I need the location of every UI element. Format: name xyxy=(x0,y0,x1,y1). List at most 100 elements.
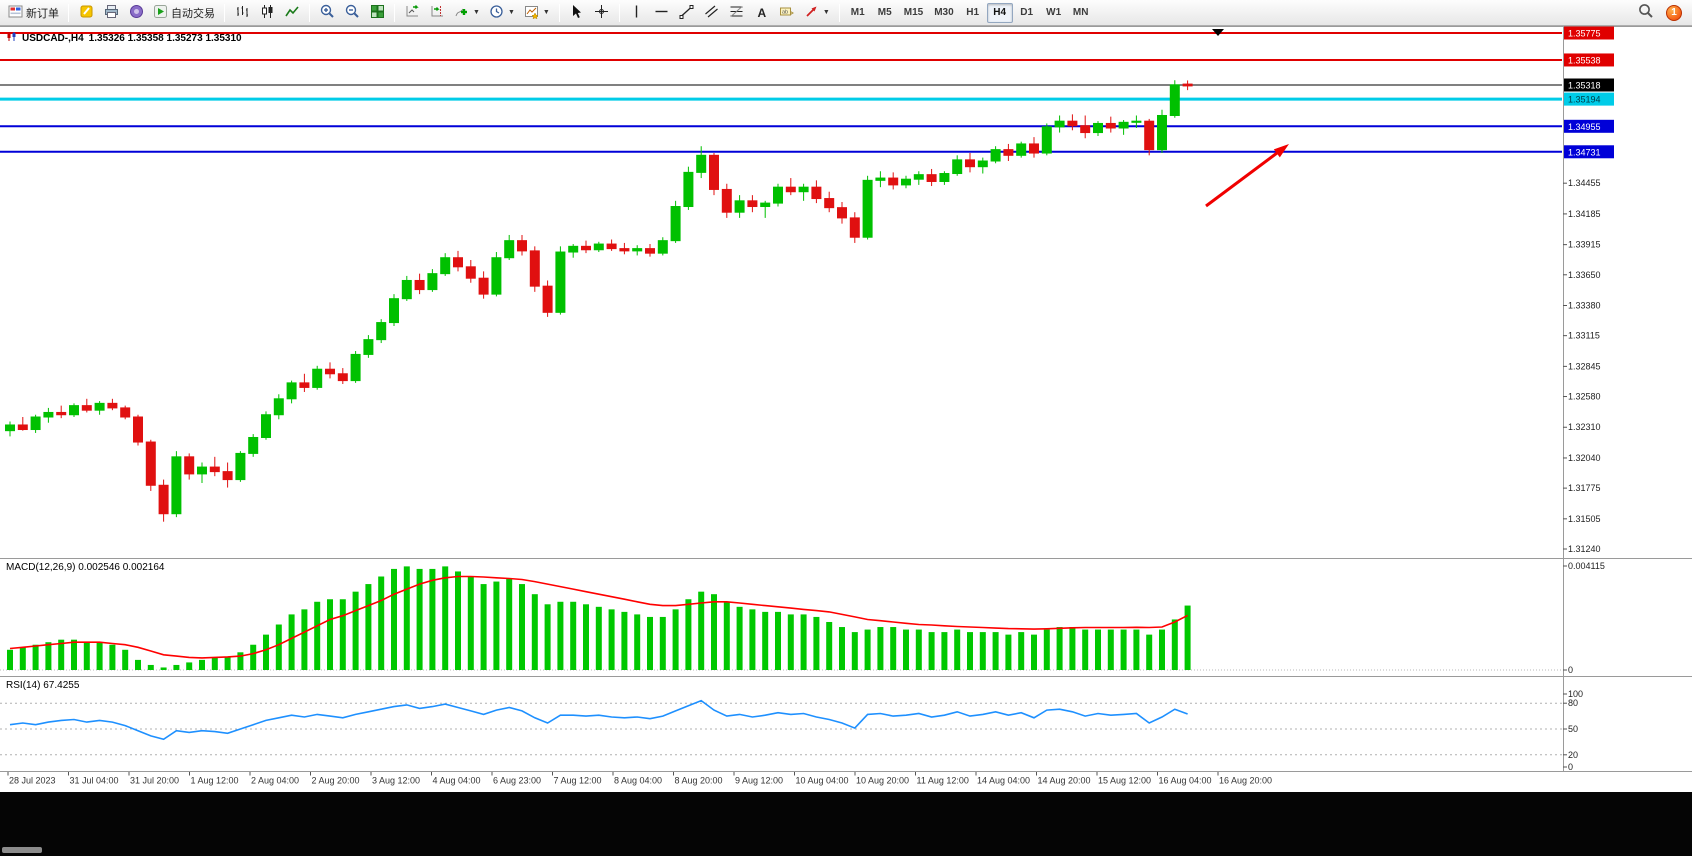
time-tick-label: 8 Aug 20:00 xyxy=(675,776,723,786)
time-tick-label: 28 Jul 2023 xyxy=(9,776,56,786)
macd-histogram-bar xyxy=(1069,627,1076,670)
ohlc-values: 1.35326 1.35358 1.35273 1.35310 xyxy=(88,32,242,44)
trend-arrow-head[interactable] xyxy=(1273,144,1289,158)
vertical-line-button[interactable] xyxy=(625,2,649,24)
macd-histogram-bar xyxy=(467,576,474,670)
candle-body xyxy=(670,206,681,242)
candle-body xyxy=(389,298,399,324)
price-badge-1.35775[interactable] xyxy=(1564,26,1614,40)
timeframe-h4-button[interactable]: H4 xyxy=(986,2,1013,23)
candlestick-chart-icon xyxy=(260,4,275,22)
macd-histogram-bar xyxy=(147,664,154,670)
toolbar-right: 1 xyxy=(1634,2,1688,24)
chart-shift-button[interactable] xyxy=(425,2,449,24)
auto-scroll-button[interactable] xyxy=(400,2,424,24)
candle-body xyxy=(824,198,835,209)
fibonacci-button[interactable] xyxy=(725,2,749,24)
zoom-out-button[interactable] xyxy=(340,2,364,24)
timeframe-w1-button[interactable]: W1 xyxy=(1041,3,1067,23)
candle-body xyxy=(747,200,758,208)
tile-windows-icon xyxy=(370,4,385,22)
text-label-button[interactable]: ab xyxy=(775,2,799,24)
macd-histogram-bar xyxy=(621,611,628,670)
timeframe-m30-button[interactable]: M30 xyxy=(929,3,958,23)
macd-histogram-bar xyxy=(595,606,602,670)
price-badge-1.35318[interactable] xyxy=(1564,78,1614,92)
templates-button[interactable]: ▼ xyxy=(520,2,554,24)
zoom-in-button[interactable] xyxy=(315,2,339,24)
price-badge-1.35538[interactable] xyxy=(1564,53,1614,67)
trend-arrow-annotation[interactable] xyxy=(1205,151,1278,208)
candlestick-chart-button[interactable] xyxy=(255,2,279,24)
search-button[interactable] xyxy=(1634,2,1658,24)
timeframe-group: M1 M5 M15 M30 H1 H4 D1 W1 MN xyxy=(845,2,1094,23)
horizontal-line-button[interactable] xyxy=(650,2,674,24)
macd-histogram-bar xyxy=(698,591,705,670)
candle-body xyxy=(120,407,131,418)
candle-body xyxy=(261,414,271,438)
macd-histogram-bar xyxy=(19,647,26,670)
macd-histogram-bar xyxy=(109,644,116,670)
timeframe-mn-button[interactable]: MN xyxy=(1068,3,1094,23)
macd-histogram-bar xyxy=(442,566,449,670)
chart-canvas[interactable]: 1.34455 1.34185 1.33915 1.33650 1.33380 1.331… xyxy=(0,26,1692,792)
autotrading-icon xyxy=(153,4,168,22)
candle-body xyxy=(645,248,655,254)
horizontal-scrollbar-thumb[interactable] xyxy=(2,847,42,853)
autotrading-button[interactable]: 自动交易 xyxy=(149,2,219,24)
trendline-button[interactable] xyxy=(675,2,699,24)
price-badge-1.34955[interactable] xyxy=(1564,119,1614,133)
candle-body xyxy=(990,149,1001,162)
timeframe-m5-button[interactable]: M5 xyxy=(872,3,898,23)
candle-body xyxy=(785,186,796,193)
rsi-axis-label: 50 xyxy=(1568,724,1578,734)
price-tick-label: 1.32040 xyxy=(1568,453,1601,463)
tile-windows-button[interactable] xyxy=(365,2,389,24)
indicators-button[interactable]: ▼ xyxy=(450,2,484,24)
candle-body xyxy=(593,243,604,251)
timeframe-d1-button[interactable]: D1 xyxy=(1014,3,1040,23)
macd-histogram-bar xyxy=(787,614,794,670)
price-badge-label: 1.35775 xyxy=(1568,29,1601,39)
candle-body xyxy=(760,202,771,208)
line-chart-button[interactable] xyxy=(280,2,304,24)
macd-histogram-bar xyxy=(608,609,615,670)
time-axis[interactable] xyxy=(0,772,1692,792)
notification-badge[interactable]: 1 xyxy=(1666,4,1682,21)
candle-body xyxy=(440,257,451,275)
cursor-button[interactable] xyxy=(565,2,589,24)
macd-histogram-bar xyxy=(762,611,769,670)
price-badge-1.34731[interactable] xyxy=(1564,145,1614,159)
macd-histogram-bar xyxy=(211,657,218,670)
macd-histogram-bar xyxy=(135,659,141,670)
macd-histogram-bar xyxy=(1133,629,1140,670)
metaeditor-icon xyxy=(79,4,94,22)
macd-histogram-bar xyxy=(1120,629,1127,670)
price-badge-1.35194[interactable] xyxy=(1564,92,1614,106)
timeframe-m1-button[interactable]: M1 xyxy=(845,3,871,23)
channel-icon xyxy=(704,4,719,22)
metaeditor-button[interactable] xyxy=(74,2,98,24)
macd-histogram-bar xyxy=(839,627,845,670)
time-tick-label: 8 Aug 04:00 xyxy=(614,776,662,786)
candle-body xyxy=(17,424,28,431)
new-order-button[interactable]: 新订单 xyxy=(4,2,63,24)
text-button[interactable]: A xyxy=(750,2,774,24)
periods-button[interactable]: ▼ xyxy=(485,2,519,24)
macd-histogram-bar xyxy=(288,614,295,670)
candle-body xyxy=(504,240,515,259)
macd-axis-label: 0.004115 xyxy=(1568,561,1605,571)
chart-shift-marker[interactable] xyxy=(1212,29,1224,36)
bar-chart-button[interactable] xyxy=(230,2,254,24)
channel-button[interactable] xyxy=(700,2,724,24)
printer-button[interactable] xyxy=(99,2,123,24)
timeframe-m15-button[interactable]: M15 xyxy=(899,3,928,23)
arrow-object-icon xyxy=(804,4,819,22)
help-button[interactable] xyxy=(124,2,148,24)
arrows-button[interactable]: ▼ xyxy=(800,2,834,24)
crosshair-button[interactable] xyxy=(590,2,614,24)
timeframe-h1-button[interactable]: H1 xyxy=(960,3,986,23)
macd-histogram-bar xyxy=(775,611,781,670)
macd-histogram-bar xyxy=(378,576,385,670)
macd-histogram-bar xyxy=(711,594,717,670)
